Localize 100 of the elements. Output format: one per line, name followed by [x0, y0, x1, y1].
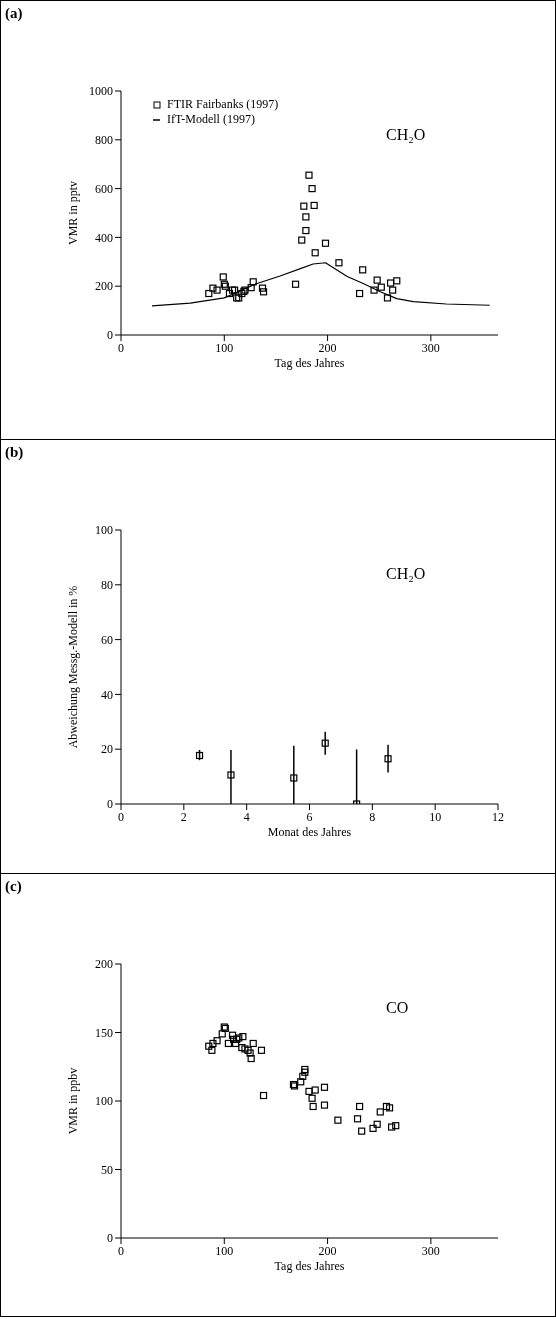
point	[205, 1042, 213, 1050]
y-tick-label: 100	[95, 1094, 113, 1109]
point	[224, 1039, 233, 1048]
annotation: CO	[386, 999, 409, 1017]
point	[259, 1091, 268, 1100]
point	[228, 286, 237, 294]
x-tick-label: 0	[118, 340, 124, 355]
y-tick-label: 100	[95, 523, 113, 538]
point	[228, 1031, 237, 1039]
point	[369, 1124, 377, 1132]
x-tick-label: 4	[243, 809, 250, 824]
x-tick-label: 0	[118, 1243, 124, 1258]
chart-title: (a)	[5, 5, 23, 22]
x-tick-label: 300	[421, 1243, 440, 1258]
point	[386, 279, 395, 287]
y-tick-label: 20	[101, 742, 113, 757]
point	[335, 259, 343, 267]
point	[205, 289, 213, 298]
point	[232, 1039, 240, 1048]
point	[308, 185, 316, 193]
point	[309, 1102, 317, 1111]
point	[213, 1037, 221, 1045]
point	[297, 1078, 305, 1086]
point	[310, 201, 318, 210]
y-tick-label: 200	[95, 957, 113, 972]
x-tick-label: 300	[421, 340, 440, 355]
y-tick-label: 0	[107, 797, 113, 812]
point	[219, 273, 227, 281]
x-tick-label: 100	[215, 340, 234, 355]
point	[241, 1045, 249, 1053]
x-tick-label: 8	[369, 809, 376, 824]
point	[218, 1030, 226, 1038]
x-axis-title: Monat des Jahres	[267, 825, 352, 839]
y-tick-label: 200	[95, 279, 113, 294]
point	[209, 1039, 217, 1048]
point	[321, 239, 330, 247]
point	[208, 1046, 216, 1054]
point	[258, 284, 267, 292]
point	[246, 1049, 254, 1057]
point	[356, 289, 364, 298]
point	[373, 1120, 381, 1128]
point	[359, 266, 367, 274]
legend-label: IfT-Modell (1997)	[167, 112, 255, 127]
chart-title: (b)	[5, 444, 24, 461]
annotation: CH₂O	[386, 126, 426, 144]
y-tick-label: 400	[95, 230, 113, 245]
y-tick-label: 0	[107, 328, 113, 343]
point	[311, 1086, 319, 1094]
point	[382, 1102, 391, 1111]
x-tick-label: 2	[180, 809, 187, 824]
point	[334, 1116, 342, 1124]
point	[358, 1127, 366, 1135]
y-tick-label: 40	[101, 687, 113, 702]
point	[389, 286, 397, 294]
point	[239, 1033, 247, 1041]
point	[320, 1083, 329, 1091]
point	[249, 1039, 257, 1048]
y-tick-label: 600	[95, 181, 113, 196]
y-tick-label: 50	[101, 1162, 113, 1177]
point	[213, 286, 221, 294]
y-axis-title: Abweichung Messg.-Modell in %	[66, 585, 81, 749]
x-tick-label: 0	[118, 809, 124, 824]
x-tick-label: 100	[215, 1243, 234, 1258]
point	[249, 278, 257, 286]
point	[247, 284, 255, 292]
chart-title: (c)	[5, 878, 22, 895]
annotation: CH₂O	[386, 565, 426, 583]
y-axis-title: VMR in pptv	[66, 180, 81, 246]
point	[305, 1087, 313, 1096]
point	[392, 1122, 400, 1130]
point	[209, 284, 217, 292]
y-tick-label: 80	[101, 578, 113, 593]
point	[299, 1072, 307, 1080]
point	[356, 1102, 364, 1111]
point	[300, 202, 308, 210]
line-series	[151, 262, 491, 307]
point	[247, 1054, 255, 1063]
y-tick-label: 1000	[89, 84, 113, 99]
x-tick-label: 12	[492, 809, 504, 824]
x-tick-label: 6	[306, 809, 313, 824]
point	[301, 1068, 309, 1076]
point	[225, 289, 234, 298]
point	[259, 288, 268, 296]
point	[238, 289, 246, 298]
point	[311, 249, 319, 257]
point	[305, 171, 313, 179]
point	[388, 1123, 396, 1131]
x-tick-label: 200	[318, 340, 337, 355]
point	[383, 294, 392, 302]
x-tick-label: 200	[318, 1243, 337, 1258]
point	[377, 283, 385, 291]
x-axis-title: Tag des Jahres	[274, 1259, 345, 1273]
y-tick-label: 60	[101, 632, 113, 647]
x-tick-label: 10	[429, 809, 442, 824]
point	[298, 236, 306, 244]
point	[244, 1046, 252, 1054]
point	[308, 1094, 316, 1102]
y-tick-label: 800	[95, 133, 113, 148]
point	[302, 226, 310, 235]
point	[320, 1101, 329, 1109]
